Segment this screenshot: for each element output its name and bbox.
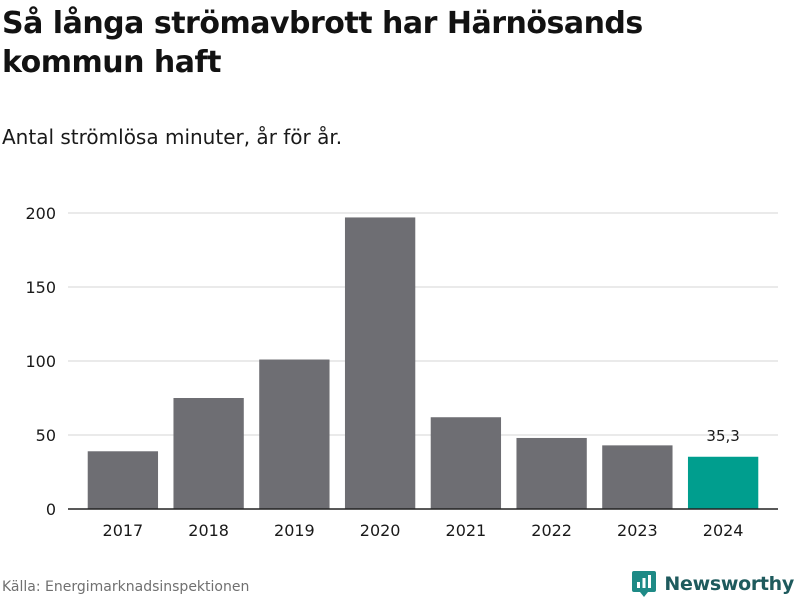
bars	[87, 217, 759, 509]
x-tick-label: 2017	[103, 521, 144, 540]
x-tick-label: 2023	[617, 521, 658, 540]
data-labels: 35,3	[706, 427, 739, 445]
bar-2017	[87, 451, 159, 509]
y-tick-label: 200	[25, 204, 56, 223]
bar-2024	[687, 456, 759, 509]
bar-chart: 0 50 100 150 200 2017 2018 2019 2020 2021 2022 202…	[25, 204, 778, 540]
y-tick-label: 0	[46, 500, 56, 519]
chart-subtitle: Antal strömlösa minuter, år för år.	[2, 125, 343, 149]
bar-2021	[430, 417, 502, 509]
y-axis-ticks: 0 50 100 150 200	[25, 204, 56, 519]
data-label: 35,3	[706, 427, 739, 445]
source-note: Källa: Energimarknadsinspektionen	[2, 579, 250, 595]
bar-2018	[173, 398, 244, 509]
brand-logo: Newsworthy	[631, 570, 794, 598]
bar-2022	[516, 437, 587, 509]
x-tick-label: 2022	[531, 521, 572, 540]
x-tick-label: 2019	[274, 521, 315, 540]
y-tick-label: 50	[36, 426, 56, 445]
brand-name: Newsworthy	[664, 573, 794, 595]
y-tick-label: 100	[25, 352, 56, 371]
x-tick-label: 2018	[188, 521, 229, 540]
bar-2019	[259, 359, 330, 509]
x-axis-ticks: 2017 2018 2019 2020 2021 2022 2023 2024	[103, 521, 744, 540]
x-tick-label: 2024	[703, 521, 744, 540]
gridlines	[68, 212, 778, 436]
x-tick-label: 2021	[446, 521, 487, 540]
x-tick-label: 2020	[360, 521, 401, 540]
chart-title: Så långa strömavbrott har Härnösands kom…	[2, 6, 643, 80]
newsworthy-logo-icon	[632, 571, 657, 597]
bar-2020	[344, 217, 416, 509]
y-tick-label: 150	[25, 278, 56, 297]
bar-2023	[602, 445, 673, 509]
